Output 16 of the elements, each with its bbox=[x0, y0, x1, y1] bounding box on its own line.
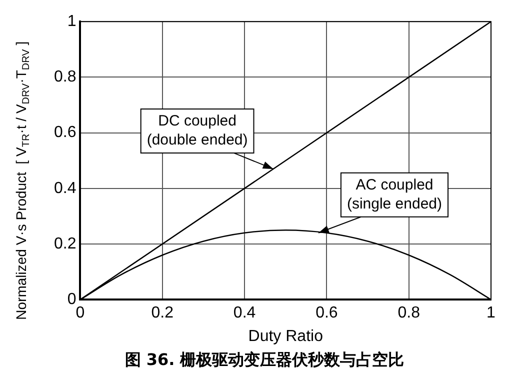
y-tick-label: 0.8 bbox=[54, 68, 76, 86]
y-axis-title: Normalized V·s Product [ VTR·t / VDRV·TDRV ] bbox=[12, 41, 32, 320]
y-tick-label: 1 bbox=[67, 13, 76, 30]
annotation: DC coupled (double ended) bbox=[146, 112, 248, 149]
text: 图 36. 栅极驱动变压器伏秒数与占空比 bbox=[124, 350, 406, 371]
x-tick-label: 1 bbox=[486, 304, 496, 322]
annotation: AC coupled (single ended) bbox=[346, 176, 442, 213]
y-tick-label: 0 bbox=[67, 291, 76, 308]
x-tick-label: 0.4 bbox=[233, 304, 256, 322]
x-tick-label: 0.8 bbox=[398, 304, 420, 322]
x-axis-title: Duty Ratio bbox=[248, 328, 324, 345]
x-tick-label: 0.6 bbox=[316, 304, 338, 322]
x-tick-label: 0.2 bbox=[151, 304, 174, 322]
y-tick-label: 0.2 bbox=[54, 235, 76, 252]
y-tick-label: 0.4 bbox=[54, 180, 76, 197]
y-tick-label: 0.6 bbox=[54, 124, 76, 142]
